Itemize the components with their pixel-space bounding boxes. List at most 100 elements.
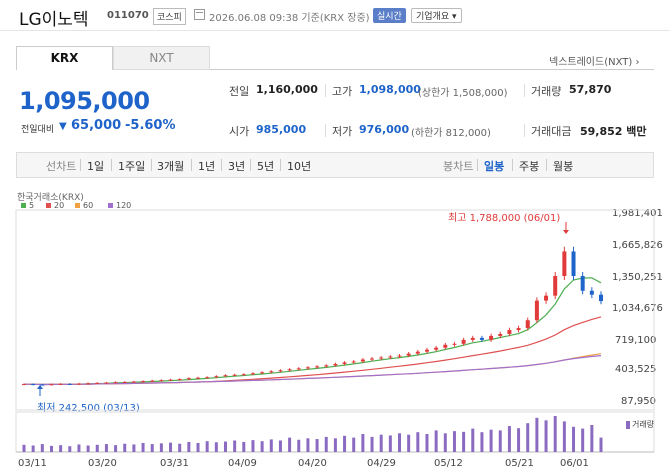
change-value: 65,000 — [71, 118, 122, 133]
candle-body — [406, 353, 411, 356]
candle-body — [434, 347, 439, 350]
candle-body — [498, 333, 503, 336]
candle-body — [159, 380, 164, 382]
candle-daily[interactable]: 일봉 — [484, 160, 505, 173]
candle-body — [76, 383, 81, 385]
toolbar-divider — [221, 159, 222, 171]
ma-line-120 — [23, 355, 602, 386]
volume-bar — [141, 443, 145, 452]
candle-body — [553, 276, 558, 296]
period-1y[interactable]: 1년 — [198, 160, 216, 173]
candle-monthly[interactable]: 월봉 — [553, 160, 574, 173]
x-tick: 03/20 — [88, 458, 117, 469]
candle-body — [424, 349, 429, 352]
x-tick: 03/11 — [18, 458, 47, 469]
volume-bar — [443, 433, 447, 452]
candle-body — [95, 382, 100, 384]
volume-bar — [269, 439, 273, 452]
candle-body — [562, 251, 567, 277]
company-info-dropdown[interactable]: 기업개요 ▾ — [411, 8, 462, 23]
tab-nxt[interactable]: NXT — [113, 46, 210, 70]
candle-body — [232, 374, 237, 376]
volume-bar — [434, 430, 438, 452]
volume-bar — [498, 430, 502, 452]
candle-body — [113, 382, 118, 384]
candle-body — [177, 379, 182, 381]
datetime: 2026.06.08 09:38 기준(KRX 장중) — [209, 13, 370, 24]
volume-bar — [425, 434, 429, 452]
candle-body — [479, 337, 484, 340]
nxt-link[interactable]: 넥스트레이드(NXT) › — [549, 57, 640, 68]
volume-bar — [242, 441, 246, 452]
low-annotation: 최저 242,500 (03/13) — [37, 403, 140, 414]
candle-body — [589, 290, 594, 295]
candle-body — [250, 373, 255, 375]
stock-name: LG이노텍 — [19, 10, 89, 30]
volume-bar — [581, 428, 585, 452]
ma-line-5 — [23, 277, 602, 386]
change-label: 전일대비 — [21, 125, 55, 135]
volume-bar — [324, 436, 328, 452]
candle-body — [131, 381, 136, 383]
volume-bar — [150, 444, 154, 452]
volume-bar — [288, 437, 292, 452]
candle-body — [269, 371, 274, 373]
period-3y[interactable]: 3년 — [228, 160, 246, 173]
candle-body — [333, 363, 338, 366]
period-10y[interactable]: 10년 — [287, 160, 312, 173]
volume-bar — [416, 432, 420, 452]
volume-bar — [352, 437, 356, 452]
candle-body — [516, 328, 521, 331]
y-tick: 1,034,676 — [612, 303, 663, 314]
toolbar-divider — [250, 159, 251, 171]
info-divider — [524, 124, 525, 137]
volume-bar — [590, 425, 594, 452]
period-1w[interactable]: 1주일 — [118, 160, 146, 173]
candle-body — [305, 367, 310, 369]
candle-body — [260, 372, 265, 374]
volume-bar — [315, 439, 319, 452]
candle-body — [22, 384, 26, 386]
legend-swatch-5 — [21, 203, 26, 208]
candle-body — [122, 381, 127, 383]
volume-bar — [77, 444, 81, 452]
high-label: 고가 — [332, 85, 353, 98]
volume-bar — [388, 435, 392, 452]
candle-body — [443, 344, 448, 348]
candle-body — [49, 384, 54, 386]
info-divider — [524, 84, 525, 97]
candle-body — [571, 251, 576, 277]
high-arrow-icon — [563, 230, 569, 234]
candle-body — [360, 359, 365, 362]
volume-bar — [214, 442, 218, 452]
price-plot-frame — [15, 209, 655, 411]
volume-bar — [306, 438, 310, 452]
legend-swatch-120 — [108, 203, 113, 208]
realtime-button[interactable]: 실시간 — [373, 8, 406, 23]
period-1d[interactable]: 1일 — [87, 160, 105, 173]
low-arrow-icon — [37, 385, 43, 389]
legend-60: 60 — [83, 201, 94, 210]
prev-close-value: 1,160,000 — [256, 83, 318, 96]
candle-body — [40, 384, 45, 386]
volume-bar — [379, 434, 383, 452]
volume-bar — [553, 416, 557, 452]
candle-body — [205, 377, 210, 379]
low-value: 976,000 — [359, 123, 410, 136]
volume-bar — [471, 428, 475, 452]
candle-body — [452, 343, 457, 345]
line-chart-button[interactable]: 선차트 — [46, 160, 77, 173]
volume-bar — [169, 442, 173, 452]
period-3m[interactable]: 3개월 — [157, 160, 185, 173]
volume-bar — [398, 433, 402, 452]
period-5y[interactable]: 5년 — [257, 160, 275, 173]
current-price: 1,095,000 — [19, 87, 150, 115]
tab-krx[interactable]: KRX — [16, 46, 113, 70]
chart-toolbar — [16, 152, 654, 178]
volume-bar — [68, 446, 72, 452]
volume-bar — [544, 420, 548, 452]
candle-body — [315, 366, 320, 368]
candle-weekly[interactable]: 주봉 — [519, 160, 540, 173]
candle-body — [31, 384, 36, 386]
volume-bar — [22, 444, 26, 452]
